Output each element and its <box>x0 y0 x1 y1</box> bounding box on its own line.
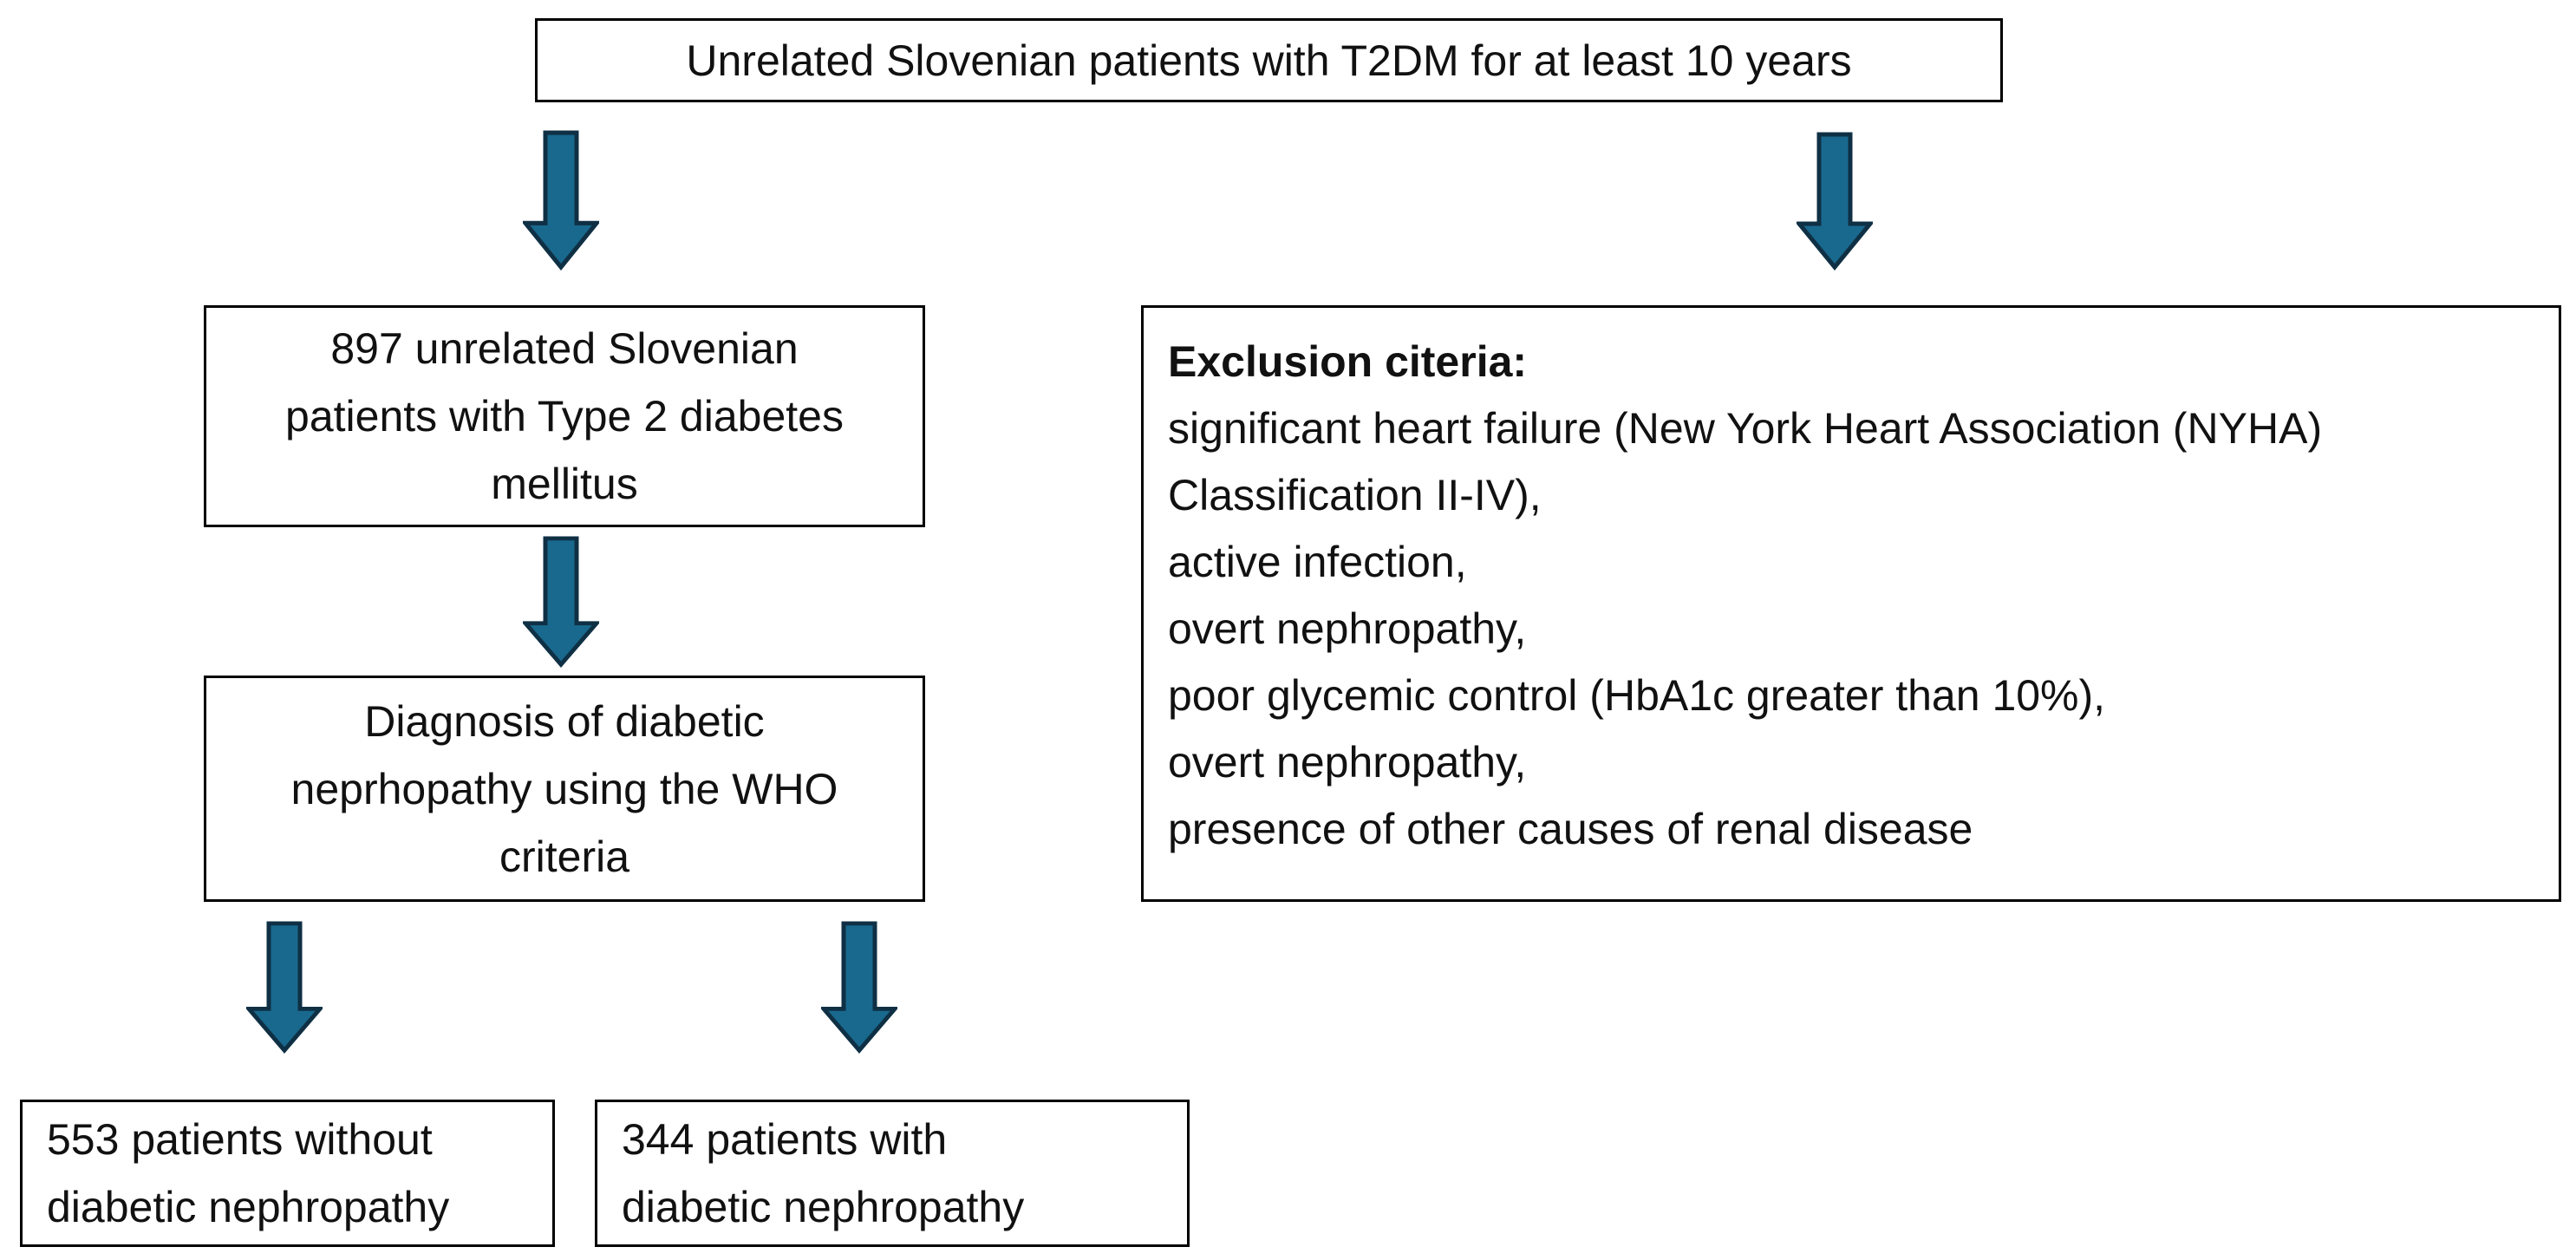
down-arrow-icon <box>523 130 599 271</box>
box-diagnosis-who: Diagnosis of diabetic neprhopathy using … <box>204 676 925 902</box>
box-897-line1: 897 unrelated Slovenian <box>330 324 799 373</box>
box-diagnosis-line1: Diagnosis of diabetic <box>364 696 765 746</box>
box-cohort-source: Unrelated Slovenian patients with T2DM f… <box>535 18 2003 102</box>
exclusion-item: presence of other causes of renal diseas… <box>1168 805 1973 853</box>
box-cohort-source-text: Unrelated Slovenian patients with T2DM f… <box>686 36 1852 85</box>
exclusion-item: active infection, <box>1168 538 1467 586</box>
box-553-without-dn: 553 patients without diabetic nephropath… <box>20 1100 555 1247</box>
exclusion-item: overt nephropathy, <box>1168 738 1527 787</box>
exclusion-criteria-title: Exclusion citeria: <box>1168 337 1528 386</box>
exclusion-item: poor glycemic control (HbA1c greater tha… <box>1168 671 2106 720</box>
box-344-line2: diabetic nephropathy <box>622 1183 1025 1231</box>
box-897-line2: patients with Type 2 diabetes <box>285 392 844 441</box>
down-arrow-icon <box>821 921 897 1054</box>
box-553-line1: 553 patients without <box>47 1115 433 1164</box>
box-diagnosis-line2: neprhopathy using the WHO <box>290 764 838 813</box>
box-897-line3: mellitus <box>491 460 638 508</box>
down-arrow-icon <box>523 536 599 668</box>
box-344-with-dn: 344 patients with diabetic nephropathy <box>595 1100 1190 1247</box>
exclusion-item: significant heart failure (New York Hear… <box>1168 404 2323 519</box>
exclusion-item: overt nephropathy, <box>1168 604 1527 653</box>
box-897-patients: 897 unrelated Slovenian patients with Ty… <box>204 305 925 527</box>
down-arrow-icon <box>246 921 323 1054</box>
down-arrow-icon <box>1797 132 1873 271</box>
box-exclusion-criteria: Exclusion citeria: significant heart fai… <box>1141 305 2561 902</box>
box-diagnosis-line3: criteria <box>499 832 630 881</box>
box-553-line2: diabetic nephropathy <box>47 1183 450 1231</box>
box-344-line1: 344 patients with <box>622 1115 948 1164</box>
